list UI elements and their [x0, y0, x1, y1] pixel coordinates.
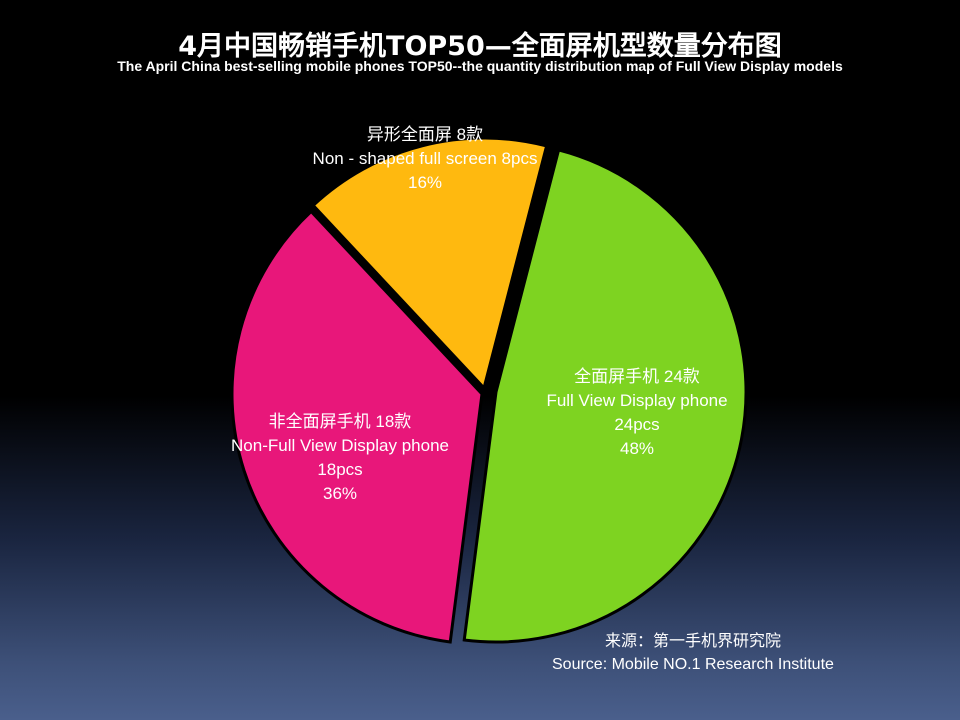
source-cn: 来源：第一手机界研究院: [604, 633, 781, 650]
chart-title: 4月中国畅销手机TOP50—全面屏机型数量分布图: [178, 31, 782, 62]
slice-label-non-full-view: 非全面屏手机 18款 Non-Full View Display phone 1…: [231, 410, 449, 506]
source-en: Source: Mobile NO.1 Research Institute: [552, 656, 834, 673]
slice-label-en: Non - shaped full screen 8pcs: [312, 149, 538, 168]
slice-percent: 36%: [322, 484, 358, 503]
slice-label-en: Full View Display phone: [546, 391, 728, 410]
slice-label-non-shaped: 异形全面屏 8款 Non - shaped full screen 8pcs 1…: [313, 123, 538, 195]
chart-subtitle: The April China best-selling mobile phon…: [117, 58, 843, 74]
slice-label-en: Non-Full View Display phone: [231, 436, 449, 455]
pie-slice: [311, 136, 549, 392]
slice-count: 24pcs: [614, 415, 660, 434]
slice-label-full-view: 全面屏手机 24款 Full View Display phone 24pcs …: [546, 365, 727, 461]
pie-slice: [230, 209, 484, 644]
slice-count: 18pcs: [317, 460, 363, 479]
pie-slice: [462, 148, 748, 644]
slice-label-cn: 异形全面屏 8款: [366, 125, 484, 144]
slice-percent: 16%: [407, 173, 443, 192]
slice-label-cn: 全面屏手机 24款: [574, 367, 700, 386]
source-note: 来源：第一手机界研究院 Source: Mobile NO.1 Research…: [552, 630, 834, 676]
slice-percent: 48%: [619, 439, 655, 458]
slice-label-cn: 非全面屏手机 18款: [268, 412, 412, 431]
